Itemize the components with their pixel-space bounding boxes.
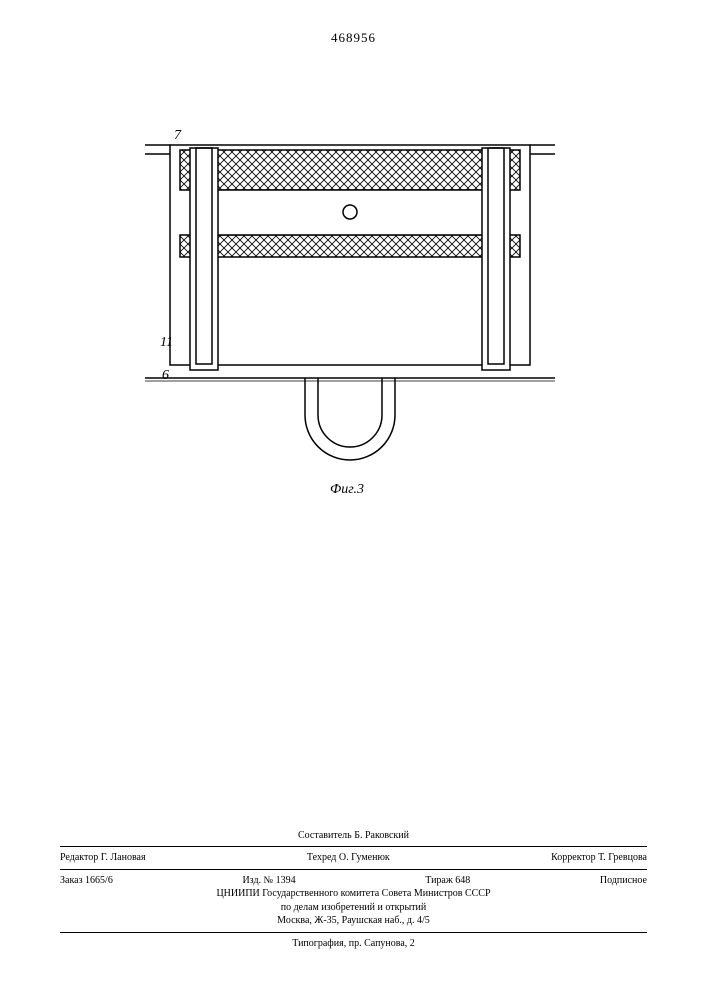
compiler-line: Составитель Б. Раковский — [60, 829, 647, 843]
techred: Техред О. Гуменюк — [307, 851, 390, 865]
typography: Типография, пр. Сапунова, 2 — [60, 937, 647, 951]
ref-label-11: 11 — [160, 335, 173, 351]
ref-label-6: 6 — [162, 368, 169, 384]
footer-rule-1 — [60, 846, 647, 847]
footer-rule-3 — [60, 932, 647, 933]
corrector: Корректор Т. Гревцова — [551, 851, 647, 865]
izd: Изд. № 1394 — [242, 874, 295, 888]
print-row: Заказ 1665/6 Изд. № 1394 Тираж 648 Подпи… — [60, 874, 647, 888]
figure-caption: Фиг.3 — [330, 482, 364, 498]
org-line-1: ЦНИИПИ Государственного комитета Совета … — [60, 887, 647, 901]
document-number: 468956 — [0, 30, 707, 46]
footer-rule-2 — [60, 869, 647, 870]
org-line-2: по делам изобретений и открытий — [60, 901, 647, 915]
credits-row: Редактор Г. Лановая Техред О. Гуменюк Ко… — [60, 851, 647, 865]
figure-svg — [140, 140, 560, 540]
compiler-label: Составитель — [298, 830, 352, 841]
editor: Редактор Г. Лановая — [60, 851, 146, 865]
order: Заказ 1665/6 — [60, 874, 113, 888]
tirazh: Тираж 648 — [425, 874, 470, 888]
page: 468956 7 11 6 Фиг.3 Составитель Б. Раков… — [0, 0, 707, 1000]
compiler-name: Б. Раковский — [354, 830, 409, 841]
ref-label-7: 7 — [174, 128, 181, 144]
figure-3: 7 11 6 Фиг.3 — [140, 140, 560, 540]
org-addr: Москва, Ж-35, Раушская наб., д. 4/5 — [60, 914, 647, 928]
signed: Подписное — [600, 874, 647, 888]
footer-block: Составитель Б. Раковский Редактор Г. Лан… — [60, 829, 647, 951]
